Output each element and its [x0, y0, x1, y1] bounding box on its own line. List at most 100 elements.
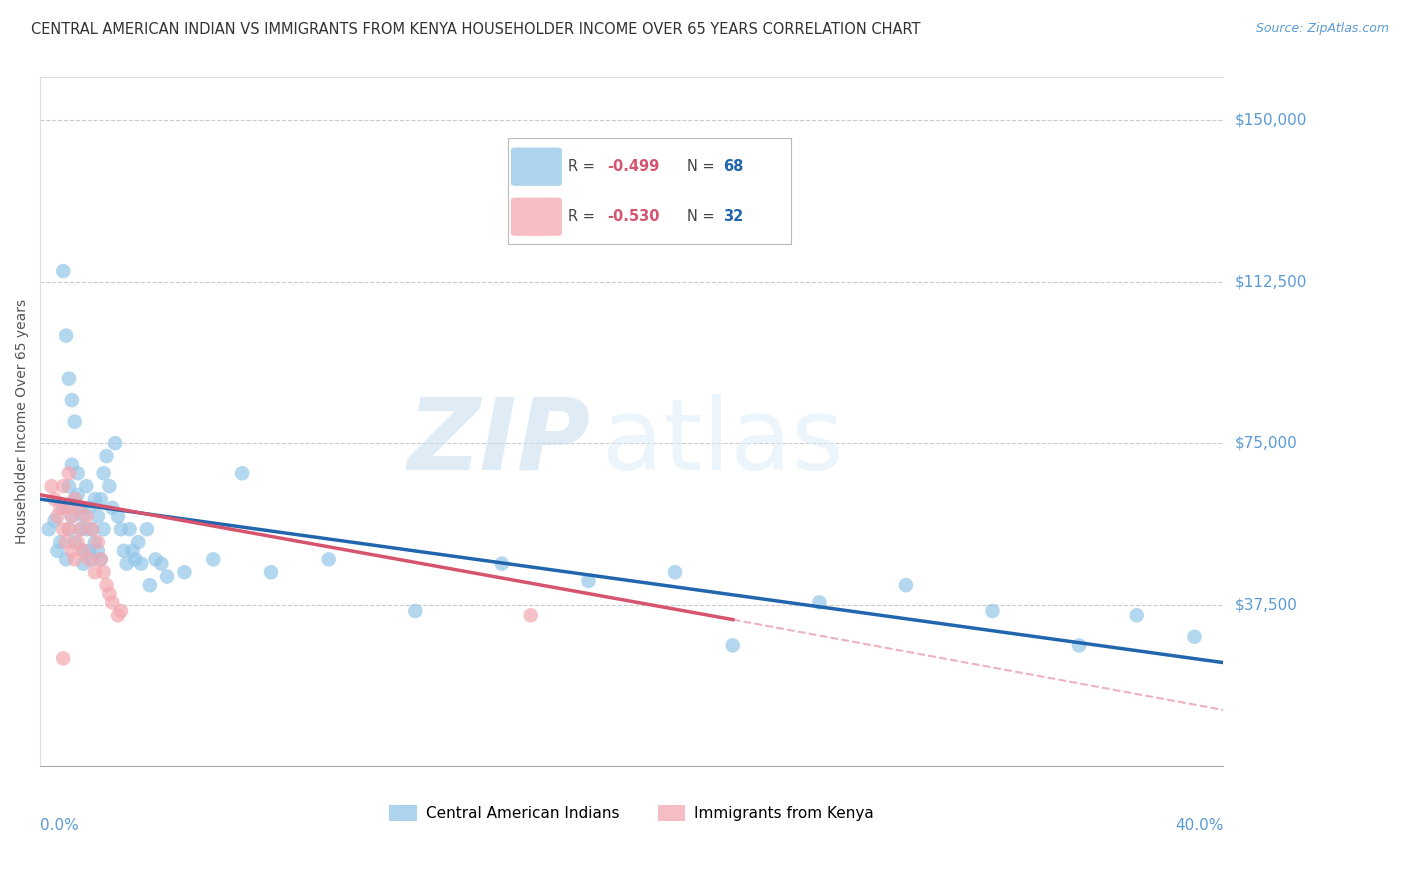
Point	[98, 587, 121, 601]
Point	[110, 604, 132, 618]
Point	[44, 492, 66, 507]
Text: Source: ZipAtlas.com: Source: ZipAtlas.com	[1256, 22, 1389, 36]
Point	[58, 479, 80, 493]
Point	[150, 557, 173, 571]
Point	[52, 264, 75, 278]
Point	[60, 509, 83, 524]
Legend: Central American Indians, Immigrants from Kenya: Central American Indians, Immigrants fro…	[384, 799, 880, 827]
Point	[58, 467, 80, 481]
Point	[72, 543, 94, 558]
Point	[60, 509, 83, 524]
Point	[58, 522, 80, 536]
Point	[66, 500, 89, 515]
Point	[231, 467, 253, 481]
Point	[77, 543, 100, 558]
Text: $75,000: $75,000	[1236, 435, 1298, 450]
Text: 0.0%: 0.0%	[41, 818, 79, 832]
Point	[519, 608, 541, 623]
Point	[60, 393, 83, 408]
Point	[52, 651, 75, 665]
FancyBboxPatch shape	[510, 147, 562, 186]
Point	[66, 467, 89, 481]
Point	[55, 328, 77, 343]
Point	[173, 566, 195, 580]
Point	[80, 522, 103, 536]
Point	[894, 578, 917, 592]
Point	[318, 552, 340, 566]
Point	[58, 371, 80, 385]
Point	[101, 595, 124, 609]
Point	[52, 479, 75, 493]
Point	[75, 479, 97, 493]
Point	[41, 479, 63, 493]
Point	[104, 436, 127, 450]
Text: -0.530: -0.530	[607, 210, 659, 224]
Point	[721, 639, 744, 653]
Point	[84, 535, 107, 549]
Text: atlas: atlas	[602, 393, 844, 491]
Text: 32: 32	[724, 210, 744, 224]
Point	[72, 543, 94, 558]
Text: N =: N =	[686, 210, 718, 224]
Point	[93, 522, 115, 536]
Point	[96, 578, 118, 592]
Point	[202, 552, 225, 566]
Point	[55, 500, 77, 515]
Point	[63, 415, 86, 429]
Point	[107, 509, 129, 524]
Point	[69, 522, 91, 536]
Point	[69, 522, 91, 536]
Point	[49, 535, 72, 549]
Point	[981, 604, 1004, 618]
Point	[135, 522, 157, 536]
Point	[808, 595, 831, 609]
Text: 40.0%: 40.0%	[1175, 818, 1223, 832]
Point	[90, 492, 112, 507]
Point	[93, 566, 115, 580]
Text: $150,000: $150,000	[1236, 113, 1308, 128]
Point	[107, 608, 129, 623]
Point	[87, 509, 110, 524]
FancyBboxPatch shape	[510, 197, 562, 235]
Point	[90, 552, 112, 566]
Point	[145, 552, 167, 566]
Point	[66, 535, 89, 549]
Point	[38, 522, 60, 536]
Point	[84, 492, 107, 507]
Point	[156, 569, 179, 583]
Point	[72, 509, 94, 524]
Point	[1126, 608, 1149, 623]
Point	[80, 552, 103, 566]
Text: 68: 68	[724, 159, 744, 174]
Point	[55, 535, 77, 549]
Text: $112,500: $112,500	[1236, 275, 1308, 289]
Point	[115, 557, 138, 571]
Point	[80, 522, 103, 536]
Point	[127, 535, 149, 549]
Point	[77, 500, 100, 515]
Point	[110, 522, 132, 536]
Point	[66, 488, 89, 502]
Text: $37,500: $37,500	[1236, 597, 1298, 612]
Point	[72, 557, 94, 571]
Point	[75, 509, 97, 524]
Point	[55, 552, 77, 566]
Point	[112, 543, 135, 558]
Point	[69, 500, 91, 515]
Text: N =: N =	[686, 159, 718, 174]
Text: ZIP: ZIP	[408, 393, 591, 491]
Point	[46, 509, 69, 524]
Point	[93, 467, 115, 481]
Text: CENTRAL AMERICAN INDIAN VS IMMIGRANTS FROM KENYA HOUSEHOLDER INCOME OVER 65 YEAR: CENTRAL AMERICAN INDIAN VS IMMIGRANTS FR…	[31, 22, 921, 37]
Point	[75, 522, 97, 536]
Text: -0.499: -0.499	[607, 159, 659, 174]
Point	[96, 449, 118, 463]
Point	[129, 557, 152, 571]
Point	[84, 566, 107, 580]
Point	[1067, 639, 1090, 653]
Point	[491, 557, 513, 571]
Point	[60, 543, 83, 558]
Point	[63, 552, 86, 566]
Point	[118, 522, 141, 536]
Point	[63, 492, 86, 507]
